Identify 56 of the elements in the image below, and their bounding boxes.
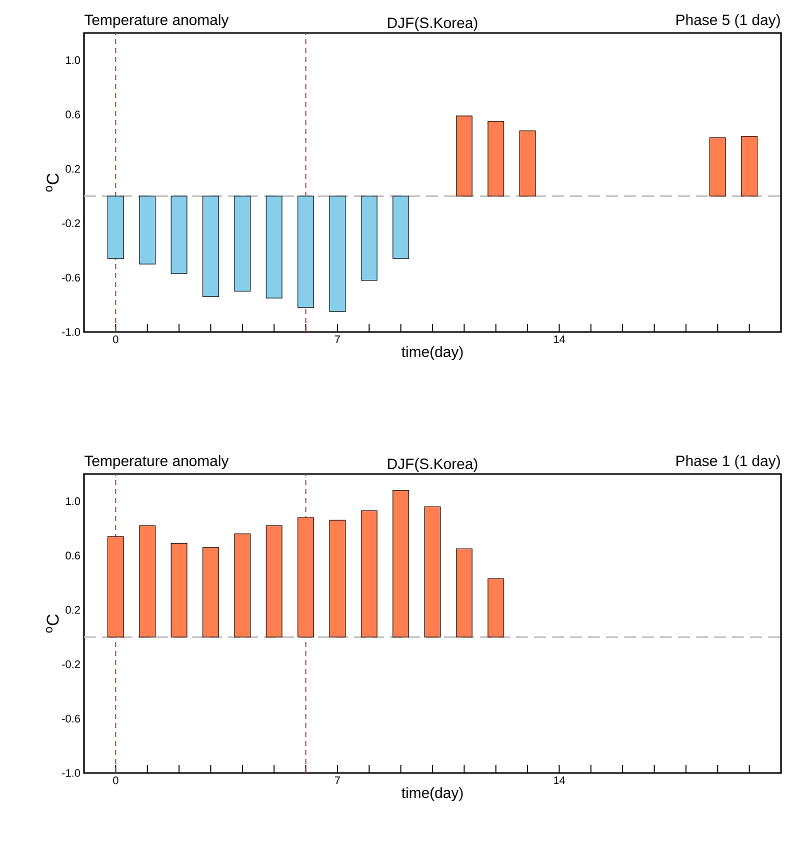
y-tick-label: 0.2 (66, 606, 80, 614)
bar (139, 196, 156, 264)
chart-title: DJF(S.Korea) (388, 458, 478, 472)
bar (519, 130, 536, 196)
y-tick-label: 0.2 (66, 165, 80, 173)
y-tick-label: -0.6 (62, 714, 80, 723)
bar (170, 196, 188, 274)
y-tick-label: -1.0 (62, 769, 80, 777)
bar (488, 121, 504, 196)
bar (298, 517, 314, 638)
bar (266, 196, 282, 298)
y-tick-label: -0.2 (62, 660, 80, 668)
y-tick-label: -0.6 (62, 274, 80, 282)
x-tick-label: 14 (554, 776, 565, 784)
text: Temperature anomaly (84, 455, 229, 470)
bar (202, 547, 219, 638)
bar (741, 136, 758, 196)
y-tick-label: 0.6 (66, 552, 80, 560)
y-tick-label: 0.6 (66, 110, 80, 118)
bar (329, 196, 346, 312)
text: Phase 1 (1 day) (676, 455, 780, 470)
bar (139, 525, 156, 638)
y-tick-label: -0.2 (62, 219, 80, 228)
bar (424, 506, 441, 638)
text: Phase 5 (1 day) (676, 14, 780, 28)
x-tick-label: 7 (334, 336, 340, 344)
x-axis-title: time(day) (402, 787, 463, 802)
x-tick-label: 14 (554, 336, 565, 344)
bar (329, 520, 346, 638)
bar (234, 196, 251, 292)
y-tick-label: 1.0 (66, 56, 80, 64)
bar (392, 196, 410, 259)
bar (456, 116, 472, 196)
bar (488, 578, 504, 638)
bar (456, 548, 472, 638)
bar (202, 196, 219, 297)
bar (392, 490, 410, 638)
text: Temperature anomaly (84, 14, 229, 28)
x-tick-label: 7 (334, 776, 340, 784)
bar (298, 196, 314, 308)
bar (709, 137, 726, 196)
y-axis-title: $^{o}$C (46, 173, 59, 192)
bar (170, 543, 188, 638)
y-axis-title: $^{o}$C (46, 614, 59, 633)
bar (107, 196, 124, 259)
x-tick-label: 0 (113, 336, 118, 344)
y-tick-label: -1.0 (62, 328, 80, 336)
x-axis-title: time(day) (402, 346, 463, 360)
x-tick-label: 0 (113, 776, 118, 784)
bar (107, 536, 124, 638)
bar (360, 510, 378, 638)
chart-title: DJF(S.Korea) (388, 17, 478, 32)
bar (360, 196, 378, 281)
bar (266, 525, 282, 638)
y-tick-label: 1.0 (66, 497, 80, 506)
bar (234, 533, 251, 638)
